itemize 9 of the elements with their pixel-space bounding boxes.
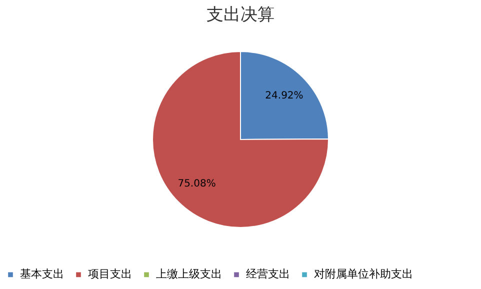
legend-label: 项目支出 xyxy=(88,268,132,281)
legend-label: 上缴上级支出 xyxy=(156,268,222,281)
data-label: 75.08% xyxy=(178,178,216,190)
data-label: 24.92% xyxy=(265,90,304,102)
pie-slice xyxy=(152,51,329,228)
legend-label: 对附属单位补助支出 xyxy=(314,268,413,281)
legend-label: 经营支出 xyxy=(246,268,290,281)
legend-label: 基本支出 xyxy=(20,268,64,281)
chart-title: 支出决算 xyxy=(206,5,274,25)
